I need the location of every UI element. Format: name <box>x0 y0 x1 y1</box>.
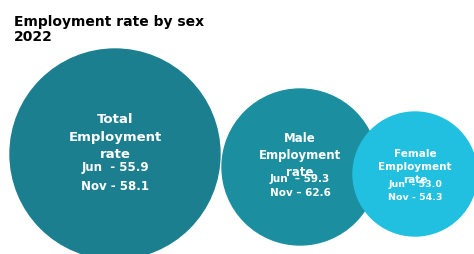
Text: Employment rate by sex: Employment rate by sex <box>14 15 204 29</box>
Text: Female
Employment
rate: Female Employment rate <box>378 148 452 184</box>
Circle shape <box>222 90 378 245</box>
Text: Jun  - 53.0
Nov - 54.3: Jun - 53.0 Nov - 54.3 <box>388 180 442 201</box>
Text: Jun  - 55.9
Nov - 58.1: Jun - 55.9 Nov - 58.1 <box>81 161 149 192</box>
Circle shape <box>10 50 220 254</box>
Circle shape <box>353 113 474 236</box>
Text: Jun  – 59.3
Nov – 62.6: Jun – 59.3 Nov – 62.6 <box>270 173 330 197</box>
Text: 2022: 2022 <box>14 30 53 44</box>
Text: Total
Employment
rate: Total Employment rate <box>68 113 162 160</box>
Text: Male
Employment
rate: Male Employment rate <box>259 132 341 179</box>
